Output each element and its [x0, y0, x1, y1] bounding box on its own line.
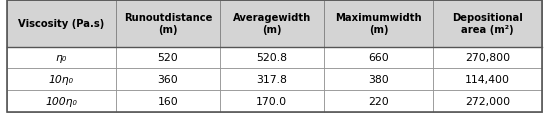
Bar — [7, 90, 116, 112]
Bar — [433, 1, 542, 47]
Text: Runoutdistance
(m): Runoutdistance (m) — [124, 13, 212, 35]
Text: 10η₀: 10η₀ — [49, 74, 74, 84]
Text: 272,000: 272,000 — [465, 96, 511, 106]
Bar — [220, 69, 324, 90]
Bar — [220, 47, 324, 69]
Bar — [324, 69, 433, 90]
Bar — [433, 90, 542, 112]
Text: 170.0: 170.0 — [256, 96, 287, 106]
Bar — [7, 1, 116, 47]
Text: 520.8: 520.8 — [256, 53, 287, 63]
Bar — [116, 90, 220, 112]
Bar — [116, 47, 220, 69]
Text: 220: 220 — [368, 96, 389, 106]
Bar — [324, 90, 433, 112]
Text: 520: 520 — [158, 53, 178, 63]
Text: 160: 160 — [158, 96, 178, 106]
Bar — [433, 69, 542, 90]
Bar — [116, 1, 220, 47]
Bar — [116, 69, 220, 90]
Bar — [220, 1, 324, 47]
Bar — [7, 47, 116, 69]
Text: 317.8: 317.8 — [256, 74, 287, 84]
Text: 380: 380 — [368, 74, 389, 84]
Text: Maximumwidth
(m): Maximumwidth (m) — [335, 13, 422, 35]
Text: 114,400: 114,400 — [465, 74, 510, 84]
Bar — [324, 1, 433, 47]
Bar — [220, 90, 324, 112]
Bar — [433, 47, 542, 69]
Text: 100η₀: 100η₀ — [46, 96, 77, 106]
Text: Depositional
area (m²): Depositional area (m²) — [452, 13, 523, 35]
Bar — [7, 69, 116, 90]
Text: 660: 660 — [368, 53, 389, 63]
Text: η₀: η₀ — [55, 53, 67, 63]
Text: Viscosity (Pa.s): Viscosity (Pa.s) — [18, 19, 104, 29]
Text: Averagewidth
(m): Averagewidth (m) — [233, 13, 311, 35]
Text: 360: 360 — [158, 74, 178, 84]
Text: 270,800: 270,800 — [465, 53, 511, 63]
Bar — [324, 47, 433, 69]
